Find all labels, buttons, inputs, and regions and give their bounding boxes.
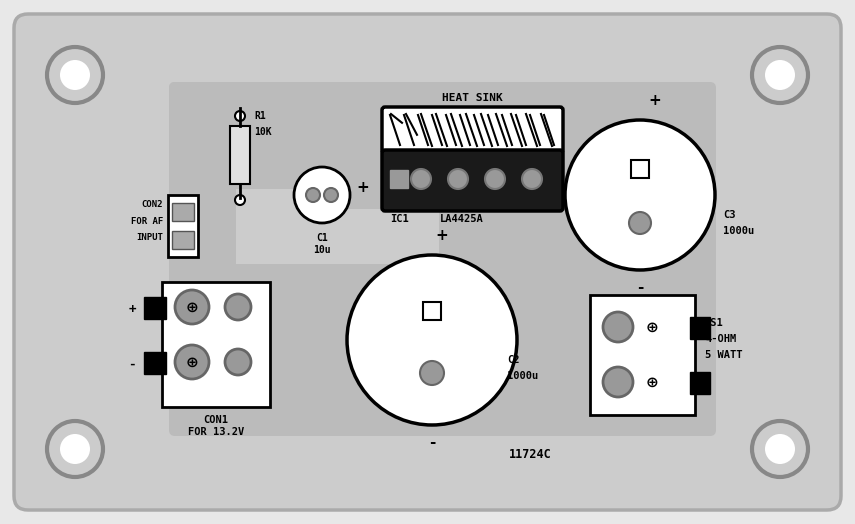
Circle shape <box>752 421 808 477</box>
Circle shape <box>485 169 505 189</box>
Circle shape <box>225 294 251 320</box>
FancyBboxPatch shape <box>589 82 716 294</box>
Text: C2: C2 <box>507 355 520 365</box>
FancyBboxPatch shape <box>439 82 711 284</box>
FancyBboxPatch shape <box>574 264 716 436</box>
Bar <box>144 297 166 319</box>
FancyBboxPatch shape <box>382 107 563 153</box>
Bar <box>168 195 198 257</box>
Circle shape <box>565 120 715 270</box>
Text: R1: R1 <box>254 111 266 121</box>
Circle shape <box>306 188 320 202</box>
Text: -: - <box>429 435 435 450</box>
Circle shape <box>522 169 542 189</box>
Text: +: + <box>356 180 369 194</box>
FancyBboxPatch shape <box>326 151 449 209</box>
Text: FOR AF: FOR AF <box>131 217 163 226</box>
Circle shape <box>629 212 651 234</box>
Circle shape <box>765 434 795 464</box>
Text: C3: C3 <box>723 210 735 220</box>
Circle shape <box>47 421 103 477</box>
Circle shape <box>47 47 103 103</box>
Text: +: + <box>649 93 662 108</box>
Bar <box>162 282 270 407</box>
Text: ⊕: ⊕ <box>646 320 658 334</box>
Text: C1: C1 <box>316 233 327 243</box>
Text: IC1: IC1 <box>390 214 409 224</box>
Circle shape <box>420 361 444 385</box>
Bar <box>631 160 649 178</box>
FancyBboxPatch shape <box>169 82 571 189</box>
Text: +: + <box>128 302 136 315</box>
Text: 10K: 10K <box>254 127 272 137</box>
Circle shape <box>765 60 795 90</box>
Circle shape <box>448 169 468 189</box>
Circle shape <box>60 434 90 464</box>
Text: CON2: CON2 <box>141 200 163 209</box>
Text: 4-OHM: 4-OHM <box>705 334 736 344</box>
Text: 1000u: 1000u <box>723 226 754 236</box>
Text: LA4425A: LA4425A <box>440 214 484 224</box>
Circle shape <box>60 60 90 90</box>
Circle shape <box>294 167 350 223</box>
FancyBboxPatch shape <box>169 82 236 304</box>
Circle shape <box>347 255 517 425</box>
Bar <box>172 231 194 249</box>
Bar <box>172 203 194 221</box>
Bar <box>390 170 408 188</box>
Text: INPUT: INPUT <box>136 233 163 242</box>
Text: LS1: LS1 <box>705 318 723 328</box>
Text: FOR 13.2V: FOR 13.2V <box>188 427 245 437</box>
Bar <box>590 295 695 415</box>
Bar <box>690 372 710 394</box>
Text: ⊕: ⊕ <box>646 375 658 389</box>
FancyBboxPatch shape <box>169 264 626 436</box>
Text: -: - <box>128 357 136 370</box>
Text: -: - <box>637 280 643 295</box>
Circle shape <box>324 188 338 202</box>
Text: 11724C: 11724C <box>509 449 551 462</box>
Circle shape <box>603 312 633 342</box>
Circle shape <box>175 290 209 324</box>
FancyBboxPatch shape <box>14 14 841 510</box>
Text: CON1: CON1 <box>203 415 228 425</box>
FancyBboxPatch shape <box>382 150 563 211</box>
Circle shape <box>752 47 808 103</box>
Circle shape <box>235 111 245 121</box>
Text: +: + <box>436 228 448 243</box>
Circle shape <box>175 345 209 379</box>
Circle shape <box>225 349 251 375</box>
Bar <box>690 317 710 339</box>
Bar <box>230 126 250 184</box>
Text: HEAT SINK: HEAT SINK <box>442 93 503 103</box>
Bar <box>144 352 166 374</box>
Bar <box>423 302 441 320</box>
Text: 10u: 10u <box>313 245 331 255</box>
Circle shape <box>411 169 431 189</box>
Text: ⊕: ⊕ <box>186 355 198 369</box>
Text: 5 WATT: 5 WATT <box>705 350 742 360</box>
Text: ⊕: ⊕ <box>186 300 198 314</box>
Circle shape <box>603 367 633 397</box>
Text: 1000u: 1000u <box>507 371 539 381</box>
Circle shape <box>235 195 245 205</box>
